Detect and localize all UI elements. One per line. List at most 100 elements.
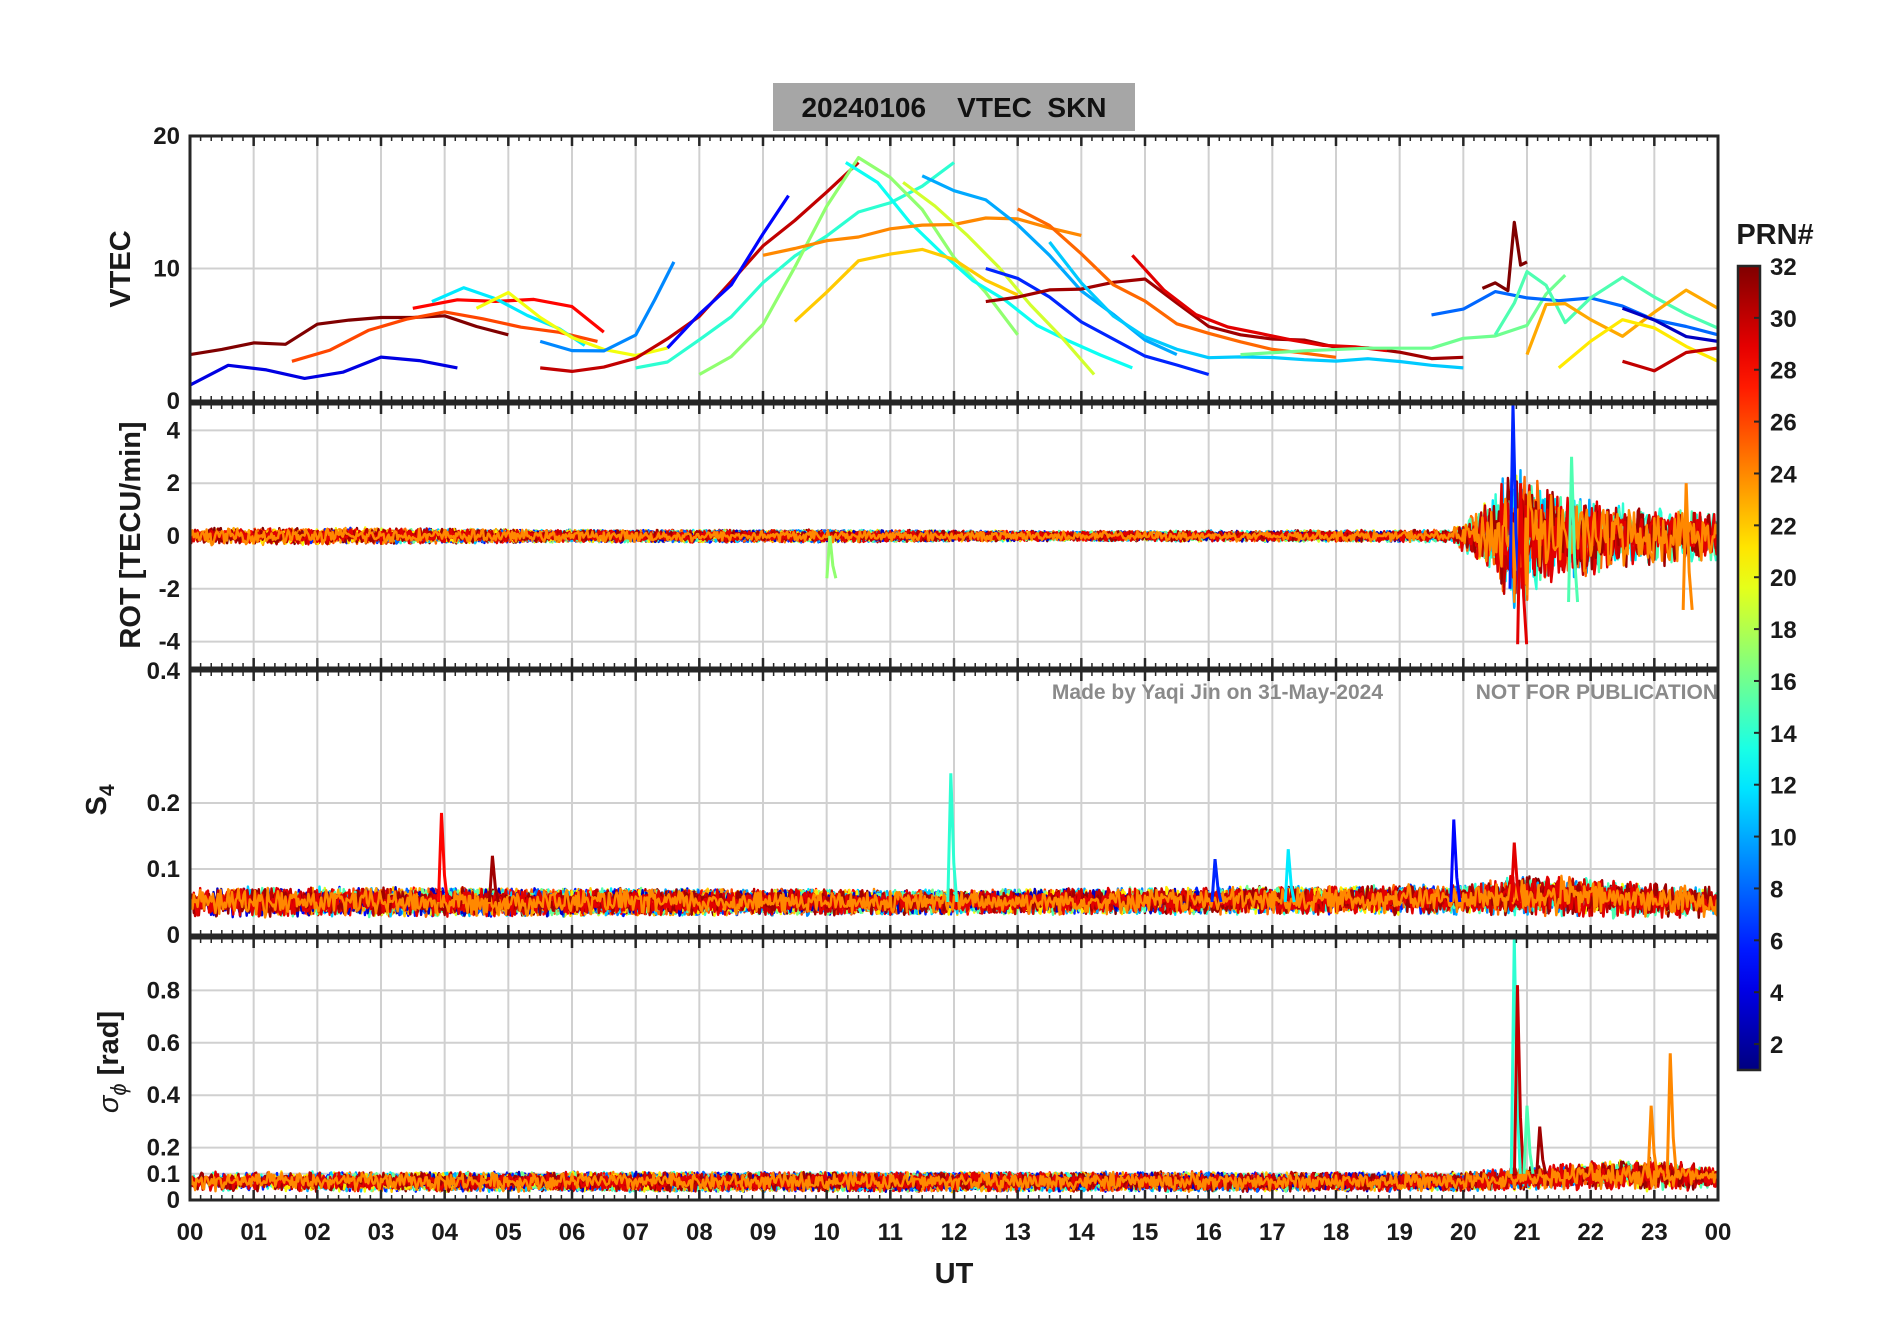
sigma_phi-traces [190,938,1718,1194]
vtec-y-tick-label: 0 [167,388,180,415]
sigma_phi-spike [1646,1105,1659,1175]
s4-spike [946,773,959,903]
vtec-series-prn-32 [190,314,509,357]
vtec-panel: 0 10 20 [153,123,1720,415]
s4-trace-prn-24 [190,874,1718,919]
s4-y-tick-label: 0.2 [147,790,180,817]
x-tick-label: 06 [559,1219,586,1246]
x-axis-label: UT [935,1258,974,1290]
vtec-ylabel: VTEC [105,230,137,307]
x-tick-label: 11 [878,1219,903,1246]
rot-trace-prn-24 [190,490,1718,603]
vtec-series-prn-14 [635,161,955,370]
x-tick-label: 03 [368,1219,395,1246]
sigma_phi-spike [1512,985,1525,1174]
x-tick-label: 17 [1259,1219,1286,1246]
vtec-series-prn-26 [291,310,598,363]
vtec-traces [190,156,1718,387]
sigma_phi-y-tick-label: 0.6 [147,1030,180,1057]
s4-spike [1210,858,1223,903]
x-tick-label: 07 [622,1219,649,1246]
svg-text:σϕ [rad]: σϕ [rad] [93,1011,131,1113]
rot-spike [1681,483,1694,611]
vtec-series-prn-6 [985,266,1210,377]
x-tick-label: 02 [304,1219,331,1246]
vtec-series-prn-22 [793,247,1019,323]
s4-spike [436,812,449,903]
watermark-author: Made by Yaqi Jin on 31-May-2024 [1052,681,1383,704]
rot-traces [190,404,1718,645]
x-tick-label: 04 [431,1219,458,1246]
vtec-series-prn-5 [666,194,790,350]
rot-spike [1508,404,1521,589]
colorbar-tick-label: 28 [1770,358,1797,385]
s4-y-tick-label: 0.1 [147,856,180,883]
colorbar-tick-label: 8 [1770,876,1783,903]
x-tick-label: 08 [686,1219,713,1246]
sigma_phi-y-tick-label: 0.8 [147,977,180,1004]
s4-spike [1509,842,1522,903]
colorbar-tick-label: 18 [1770,617,1797,644]
vtec-series-prn-9 [539,261,676,353]
colorbar-tick-label: 14 [1770,721,1797,748]
sigma_phi-y-tick-label: 0.2 [147,1135,180,1162]
svg-text:S4: S4 [81,784,119,815]
rot-y-tick-label: 0 [167,523,180,550]
rot-panel: -4 -2 0 2 4 [159,402,1720,670]
rot-y-tick-label: 4 [167,417,181,444]
x-tick-label: 23 [1641,1219,1668,1246]
watermark-notice: NOT FOR PUBLICATION [1476,681,1718,704]
vtec-series-prn-28 [412,297,605,334]
sigma_phi-trace-prn-24 [190,1162,1718,1193]
s4-panel: 0 0.1 0.2 0.4 [147,658,1720,949]
sigma_phi-spike [1535,1126,1548,1175]
vtec-series-prn-23 [1525,288,1718,356]
vtec-series-prn-8 [1431,290,1718,337]
x-tick-label: 20 [1450,1219,1477,1246]
colorbar-gradient [1736,264,1762,1072]
x-tick-label: 12 [941,1219,968,1246]
x-tick-label: 22 [1577,1219,1604,1246]
sigma_phi-y-tick-label: 0.4 [147,1082,181,1109]
x-tick-label: 10 [813,1219,840,1246]
sigma_phi-y-tick-label: 0 [167,1187,180,1214]
rot-spike [1516,483,1529,645]
x-tick-labels: 00 01 02 03 04 05 06 07 08 09 10 11 12 13 14 15 16 17 18 19… [177,1219,1732,1246]
x-tick-label: 18 [1323,1219,1350,1246]
x-tick-label: 09 [750,1219,777,1246]
colorbar-tick-label: 16 [1770,669,1797,696]
colorbar-tick-label: 32 [1770,254,1797,281]
s4-spike [1283,849,1296,903]
s4-ylabel: S4 [81,784,119,815]
rot-ylabel: ROT [TECU/min] [115,421,147,648]
sigma-phi-panel: 00.10.2 0.4 0.6 0.8 [147,936,1720,1214]
s4-spike [487,855,500,903]
x-tick-label: 14 [1068,1219,1095,1246]
rot-spike [1567,456,1580,603]
colorbar-tick-label: 22 [1770,513,1797,540]
rot-y-tick-label: -4 [159,629,181,656]
sigma_phi-y-tick-label: 0.1 [147,1161,180,1188]
vtec-y-tick-label: 10 [153,256,180,283]
x-tick-label: 19 [1386,1219,1413,1246]
chart-title: 20240106 VTEC SKN [801,92,1106,123]
vtec-series-prn-32 [1481,220,1528,293]
vtec-series-prn-30 [1622,346,1718,373]
s4-y-tick-label: 0 [167,922,180,949]
colorbar-tick-label: 2 [1770,1032,1783,1059]
vtec-series-prn-4 [190,355,458,387]
rot-y-tick-label: -2 [159,576,180,603]
colorbar-tick-label: 6 [1770,928,1783,955]
vtec-series-prn-17 [698,156,1019,376]
x-tick-label: 05 [495,1219,522,1246]
vtec-series-prn-21 [1557,318,1718,370]
s4-spike [1449,819,1462,903]
vtec-series-prn-13 [844,161,1133,370]
colorbar-tick-label: 24 [1770,461,1797,488]
vtec-series-prn-29 [1131,254,1388,353]
x-tick-label: 00 [177,1219,204,1246]
sigma_phi-spike [1665,1053,1678,1174]
x-tick-label: 15 [1132,1219,1159,1246]
